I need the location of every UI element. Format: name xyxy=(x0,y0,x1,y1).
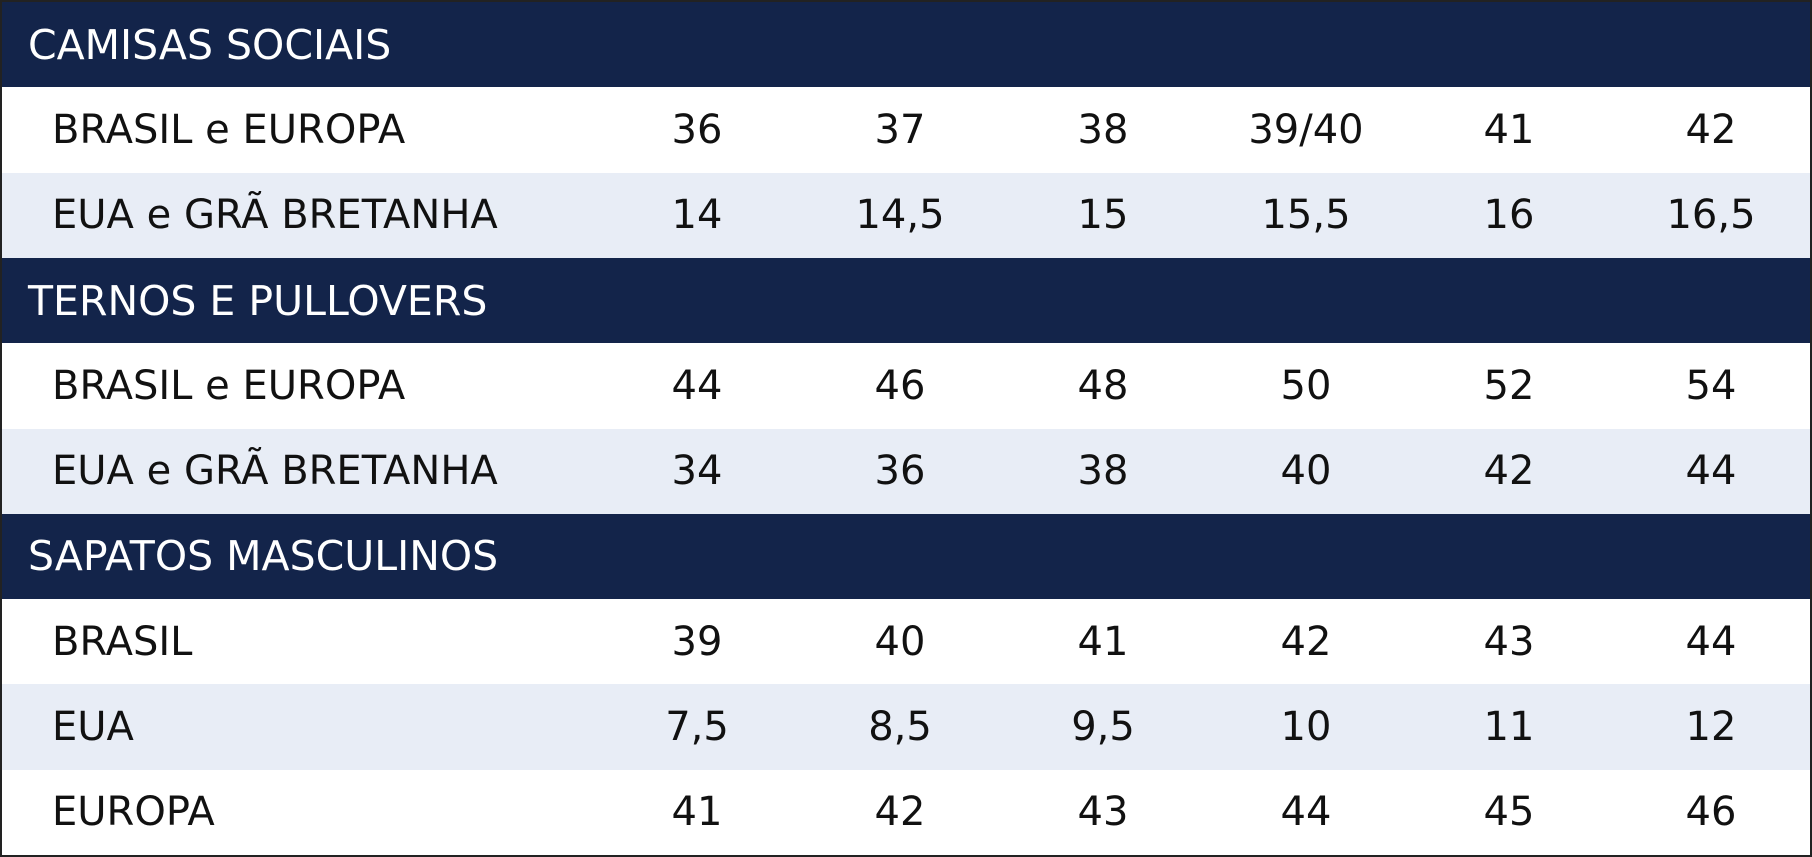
size-cell: 40 xyxy=(1280,448,1332,495)
size-cell: 43 xyxy=(1483,618,1535,665)
size-cell: 54 xyxy=(1685,362,1737,409)
size-cell: 46 xyxy=(1685,789,1737,836)
size-cell: 7,5 xyxy=(665,704,729,751)
size-cell: 36 xyxy=(874,448,926,495)
size-cell: 44 xyxy=(1685,448,1737,495)
row-label: EUA e GRÃ BRETANHA xyxy=(52,192,498,239)
table-row: BRASIL e EUROPA 36 37 38 39/40 41 42 xyxy=(2,87,1810,172)
size-cell: 41 xyxy=(1077,618,1129,665)
size-cell: 15,5 xyxy=(1261,192,1351,239)
size-cell: 14 xyxy=(671,192,723,239)
size-cell: 42 xyxy=(1280,618,1332,665)
size-cell: 48 xyxy=(1077,362,1129,409)
row-label: BRASIL xyxy=(52,618,193,665)
size-cell: 39 xyxy=(671,618,723,665)
size-cell: 11 xyxy=(1483,704,1535,751)
size-cell: 16,5 xyxy=(1666,192,1756,239)
table-row: EUA e GRÃ BRETANHA 34 36 38 40 42 44 xyxy=(2,428,1810,514)
table-row: EUA 7,5 8,5 9,5 10 11 12 xyxy=(2,684,1810,770)
row-label: EUA e GRÃ BRETANHA xyxy=(52,448,498,495)
section-header: CAMISAS SOCIAIS xyxy=(2,2,1810,88)
size-cell: 37 xyxy=(874,106,926,153)
size-cell: 41 xyxy=(1483,106,1535,153)
row-label: BRASIL e EUROPA xyxy=(52,106,406,153)
size-cell: 15 xyxy=(1077,192,1129,239)
section-header: SAPATOS MASCULINOS xyxy=(2,513,1810,600)
size-cell: 39/40 xyxy=(1248,106,1364,153)
size-cell: 12 xyxy=(1685,704,1737,751)
size-cell: 42 xyxy=(1483,448,1535,495)
section-title: CAMISAS SOCIAIS xyxy=(28,20,392,69)
size-cell: 46 xyxy=(874,362,926,409)
size-cell: 10 xyxy=(1280,704,1332,751)
size-cell: 40 xyxy=(874,618,926,665)
size-cell: 52 xyxy=(1483,362,1535,409)
section-title: TERNOS E PULLOVERS xyxy=(28,276,488,325)
table-row: EUROPA 41 42 43 44 45 46 xyxy=(2,770,1810,855)
size-cell: 44 xyxy=(671,362,723,409)
size-cell: 14,5 xyxy=(855,192,945,239)
size-cell: 34 xyxy=(671,448,723,495)
row-label: EUA xyxy=(52,704,134,751)
size-cell: 9,5 xyxy=(1071,704,1135,751)
size-cell: 44 xyxy=(1685,618,1737,665)
size-cell: 45 xyxy=(1483,789,1535,836)
size-cell: 42 xyxy=(1685,106,1737,153)
table-row: BRASIL 39 40 41 42 43 44 xyxy=(2,599,1810,684)
table-row: EUA e GRÃ BRETANHA 14 14,5 15 15,5 16 16,5 xyxy=(2,172,1810,258)
size-cell: 44 xyxy=(1280,789,1332,836)
size-cell: 16 xyxy=(1483,192,1535,239)
size-cell: 50 xyxy=(1280,362,1332,409)
size-cell: 41 xyxy=(671,789,723,836)
size-cell: 42 xyxy=(874,789,926,836)
row-label: EUROPA xyxy=(52,789,215,836)
size-cell: 36 xyxy=(671,106,723,153)
table-row: BRASIL e EUROPA 44 46 48 50 52 54 xyxy=(2,343,1810,428)
size-cell: 43 xyxy=(1077,789,1129,836)
section-title: SAPATOS MASCULINOS xyxy=(28,532,499,581)
size-cell: 8,5 xyxy=(868,704,932,751)
size-cell: 38 xyxy=(1077,448,1129,495)
row-label: BRASIL e EUROPA xyxy=(52,362,406,409)
size-cell: 38 xyxy=(1077,106,1129,153)
section-header: TERNOS E PULLOVERS xyxy=(2,257,1810,344)
